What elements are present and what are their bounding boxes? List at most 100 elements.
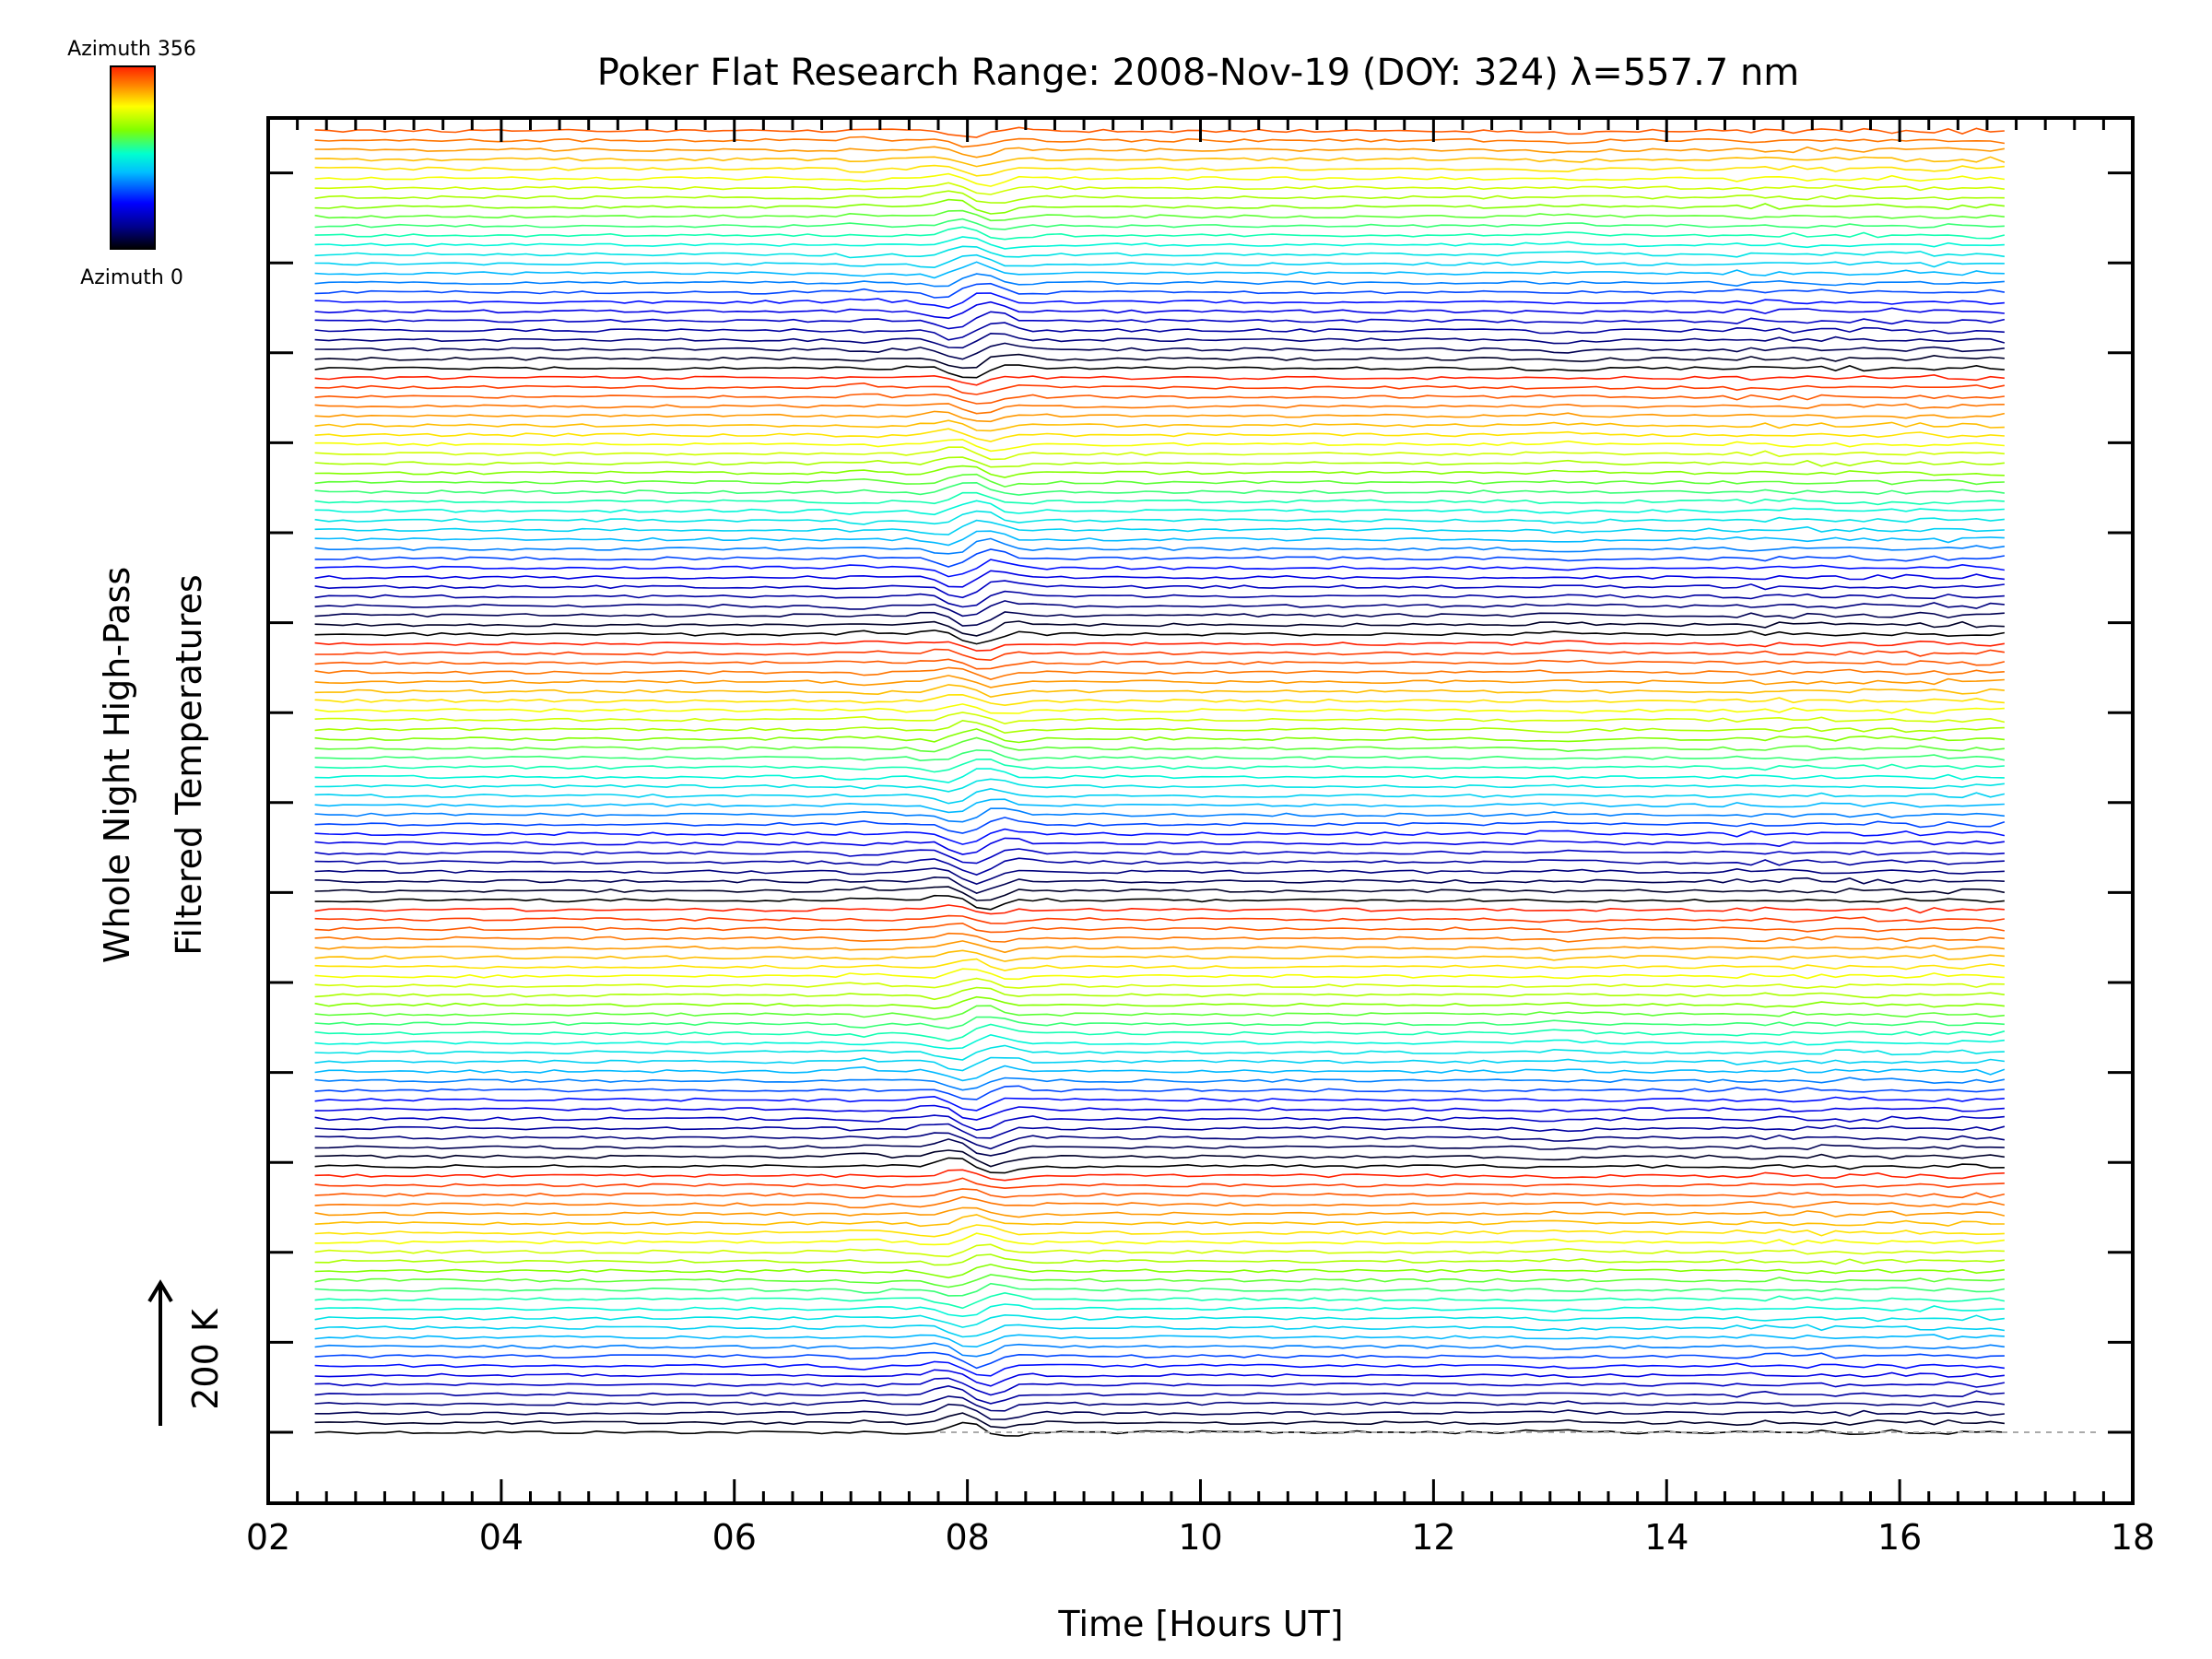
- azimuth-series-line: [314, 236, 2005, 250]
- azimuth-series-line: [314, 1377, 2006, 1396]
- azimuth-series-line: [314, 135, 2006, 148]
- azimuth-series-line: [314, 559, 2006, 578]
- y-axis-label-line1: Whole Night High-Pass: [97, 567, 137, 963]
- azimuth-series-line: [314, 410, 2006, 423]
- azimuth-series-line: [314, 439, 2005, 453]
- azimuth-series-line: [314, 519, 2005, 535]
- azimuth-series-line: [314, 481, 2006, 496]
- azimuth-series-line: [314, 1360, 2006, 1377]
- x-tick-label: 04: [479, 1517, 524, 1558]
- azimuth-series-line: [314, 904, 2005, 915]
- azimuth-series-line: [314, 848, 2005, 865]
- azimuth-series-line: [314, 1291, 2006, 1310]
- azimuth-series-line: [314, 364, 2005, 379]
- azimuth-series-line: [314, 922, 2006, 934]
- azimuth-series-line: [314, 758, 2005, 773]
- azimuth-series-line: [314, 198, 2005, 215]
- azimuth-series-line: [314, 1085, 2005, 1100]
- azimuth-series-line: [314, 958, 2006, 971]
- azimuth-series-line: [314, 1132, 2006, 1150]
- azimuth-series-line: [314, 570, 2005, 588]
- azimuth-series-line: [314, 1395, 2006, 1412]
- x-axis-label: Time [Hours UT]: [1057, 1604, 1343, 1644]
- azimuth-series-line: [314, 172, 2006, 187]
- azimuth-series-line: [314, 894, 2005, 911]
- azimuth-series-line: [314, 1206, 2006, 1218]
- azimuth-series-line: [314, 1313, 2005, 1328]
- azimuth-series-line: [314, 393, 2005, 405]
- x-tick-label: 08: [945, 1517, 989, 1558]
- azimuth-series-line: [314, 876, 2005, 894]
- azimuth-series-line: [314, 1044, 2005, 1061]
- colorbar-gradient: [110, 65, 156, 250]
- azimuth-series-line: [314, 1188, 2006, 1199]
- azimuth-series-line: [314, 749, 2006, 762]
- azimuth-series-line: [314, 1214, 2005, 1228]
- tick-layer: 02 04 06 08 10 12 14 16 18: [246, 118, 2155, 1558]
- azimuth-series-line: [314, 817, 2006, 834]
- azimuth-series-line: [314, 446, 2005, 461]
- x-tick-label: 18: [2111, 1517, 2155, 1558]
- azimuth-series-line: [314, 1114, 2005, 1131]
- azimuth-series-line: [314, 719, 2005, 735]
- azimuth-series-line: [314, 456, 2005, 468]
- azimuth-series-line: [314, 261, 2005, 279]
- azimuth-series-line: [314, 1023, 2006, 1042]
- azimuth-series-line: [314, 548, 2006, 568]
- scale-bar: 200 K: [147, 1279, 226, 1426]
- azimuth-series-line: [314, 712, 2006, 725]
- azimuth-series-line: [314, 949, 2005, 962]
- azimuth-series-line: [314, 728, 2005, 744]
- x-tick-label: 16: [1877, 1517, 1922, 1558]
- azimuth-series-line: [314, 164, 2005, 177]
- azimuth-series-line: [314, 837, 2006, 855]
- colorbar-top-label: Azimuth 356: [67, 38, 196, 61]
- azimuth-series-line: [314, 403, 2005, 415]
- azimuth-series-line: [314, 419, 2005, 432]
- azimuth-series-line: [314, 245, 2006, 259]
- azimuth-series-line: [314, 1177, 2005, 1190]
- azimuth-series-line: [314, 703, 2005, 714]
- azimuth-series-line: [314, 473, 2005, 488]
- azimuth-series-line: [314, 1324, 2006, 1338]
- azimuth-series-line: [314, 353, 2005, 370]
- azimuth-series-line: [314, 629, 2006, 645]
- azimuth-series-line: [314, 600, 2005, 618]
- azimuth-series-line: [314, 209, 2005, 222]
- colorbar-bottom-label: Azimuth 0: [80, 266, 183, 289]
- azimuth-series-line: [314, 491, 2005, 506]
- azimuth-series-line: [314, 273, 2005, 288]
- scale-bar-arrow-head: [147, 1279, 173, 1303]
- azimuth-series-line: [314, 857, 2005, 876]
- azimuth-series-line: [314, 428, 2005, 442]
- azimuth-series-line: [314, 977, 2005, 989]
- azimuth-series-line: [314, 828, 2006, 845]
- azimuth-series-line: [314, 932, 2005, 943]
- azimuth-series-line: [314, 510, 2005, 525]
- azimuth-series-line: [314, 1138, 2005, 1157]
- azimuth-series-line: [314, 787, 2006, 805]
- azimuth-series-line: [314, 1123, 2006, 1139]
- azimuth-series-line: [314, 867, 2005, 885]
- azimuth-series-line: [314, 465, 2005, 478]
- azimuth-series-line: [314, 226, 2006, 241]
- azimuth-series-line: [314, 1016, 2005, 1030]
- x-tick-label: 10: [1178, 1517, 1222, 1558]
- azimuth-series-line: [314, 648, 2006, 662]
- azimuth-series-line: [314, 768, 2005, 783]
- azimuth-series-line: [314, 1157, 2005, 1174]
- x-tick-label: 02: [246, 1517, 290, 1558]
- azimuth-series-line: [314, 1056, 2006, 1072]
- azimuth-series-line: [314, 778, 2005, 793]
- azimuth-series-line: [314, 1077, 2006, 1091]
- azimuth-series-line: [314, 666, 2005, 680]
- azimuth-series-line: [314, 986, 2006, 1001]
- azimuth-series-line: [314, 282, 2006, 299]
- azimuth-series-line: [314, 611, 2005, 627]
- azimuth-series-line: [314, 253, 2005, 269]
- azimuth-series-line: [314, 1065, 2006, 1082]
- azimuth-series-line: [314, 1243, 2005, 1258]
- azimuth-series-line: [314, 886, 2006, 901]
- azimuth-series-line: [314, 1224, 2005, 1238]
- azimuth-series-line: [314, 1403, 2005, 1420]
